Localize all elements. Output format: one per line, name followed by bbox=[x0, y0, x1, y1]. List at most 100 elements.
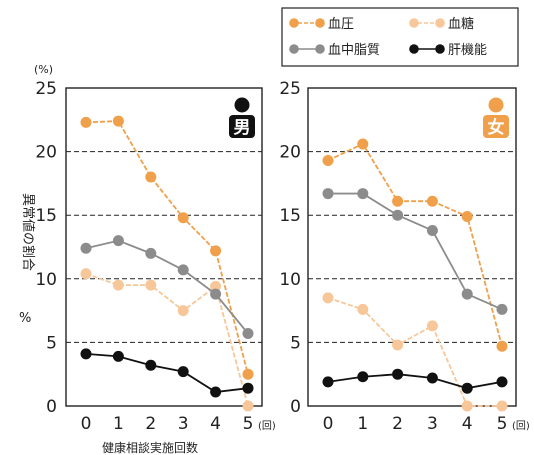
series-line-lipid bbox=[85, 239, 249, 335]
data-point-liver bbox=[461, 382, 473, 394]
data-point-sugar bbox=[322, 292, 334, 304]
data-point-lipid bbox=[112, 235, 124, 247]
legend-label-sugar: 血糖 bbox=[448, 16, 474, 32]
badge-body-icon bbox=[483, 115, 509, 138]
legend-label-bp: 血圧 bbox=[328, 17, 354, 32]
series-line-sugar bbox=[85, 272, 249, 407]
data-point-bp bbox=[461, 210, 473, 222]
data-point-bp bbox=[357, 138, 369, 150]
y-axis-title-text: 異常値の割合 bbox=[20, 193, 36, 271]
panel-male: 0 5 10 15 20 25 0 1 2 3 4 5 (回) 男 bbox=[35, 79, 276, 434]
legend-label-liver: 肝機能 bbox=[448, 43, 487, 58]
y-tick-label: 0 bbox=[290, 397, 301, 417]
legend-label-lipid: 血中脂質 bbox=[328, 43, 380, 58]
x-tick-label: 5 bbox=[243, 414, 254, 434]
x-tick-label: 4 bbox=[210, 414, 221, 434]
y-tick-label: 5 bbox=[290, 333, 301, 353]
x-tick-label: 0 bbox=[81, 414, 92, 434]
x-tick-label: 3 bbox=[178, 414, 189, 434]
y-unit-label: (%) bbox=[34, 63, 53, 76]
data-point-lipid bbox=[145, 247, 157, 259]
data-point-lipid bbox=[357, 188, 369, 200]
legend-frame bbox=[281, 7, 519, 67]
badge-body-icon bbox=[229, 115, 255, 138]
y-axis-unit-percent: % bbox=[19, 311, 31, 326]
y-tick-label: 25 bbox=[279, 79, 301, 99]
data-point-liver bbox=[392, 368, 404, 380]
data-point-lipid bbox=[210, 288, 222, 300]
data-point-bp bbox=[112, 115, 124, 127]
legend-marker-liver-end bbox=[435, 44, 445, 54]
data-point-sugar bbox=[496, 400, 508, 412]
data-point-liver bbox=[145, 359, 157, 371]
y-tick-label: 15 bbox=[279, 206, 301, 226]
data-point-sugar bbox=[242, 400, 254, 412]
y-tick-label: 25 bbox=[35, 79, 57, 99]
data-point-lipid bbox=[177, 264, 189, 276]
data-point-liver bbox=[496, 376, 508, 388]
series-line-sugar bbox=[327, 297, 502, 407]
gender-badge-label: 男 bbox=[234, 118, 251, 138]
data-point-sugar bbox=[145, 279, 157, 291]
data-point-liver bbox=[210, 386, 222, 398]
y-tick-label: 0 bbox=[46, 397, 57, 417]
data-point-bp bbox=[80, 116, 92, 128]
y-axis-title: 異常値の割合 bbox=[20, 193, 36, 271]
data-point-bp bbox=[392, 195, 404, 207]
data-point-sugar bbox=[357, 303, 369, 315]
data-point-lipid bbox=[426, 224, 438, 236]
data-point-sugar bbox=[210, 280, 222, 292]
data-point-bp bbox=[145, 171, 157, 183]
data-point-sugar bbox=[80, 268, 92, 280]
legend-marker-lipid-end bbox=[315, 44, 325, 54]
data-point-lipid bbox=[80, 242, 92, 254]
series-line-liver bbox=[327, 373, 503, 390]
badge-head-icon bbox=[488, 97, 504, 113]
data-point-bp bbox=[210, 245, 222, 257]
data-point-liver bbox=[242, 382, 254, 394]
x-tick-label: 0 bbox=[323, 414, 334, 434]
x-tick-label: 5 bbox=[497, 414, 508, 434]
y-tick-label: 5 bbox=[46, 333, 57, 353]
data-point-liver bbox=[80, 348, 92, 360]
x-unit-label: (回) bbox=[512, 420, 530, 432]
series-line-lipid bbox=[328, 192, 503, 311]
x-tick-label: 2 bbox=[145, 414, 156, 434]
data-point-sugar bbox=[112, 279, 124, 291]
data-point-bp bbox=[496, 340, 508, 352]
data-point-bp bbox=[242, 368, 254, 380]
y-tick-label: 10 bbox=[279, 270, 301, 290]
data-point-lipid bbox=[496, 303, 508, 315]
data-point-lipid bbox=[461, 288, 473, 300]
x-tick-label: 1 bbox=[357, 414, 368, 434]
x-unit-label: (回) bbox=[258, 420, 276, 432]
legend-marker-sugar-end bbox=[435, 18, 445, 28]
x-tick-label: 3 bbox=[427, 414, 438, 434]
data-point-liver bbox=[177, 366, 189, 378]
y-tick-label: 15 bbox=[35, 206, 57, 226]
badge-head-icon bbox=[234, 97, 250, 113]
data-point-sugar bbox=[392, 339, 404, 351]
data-point-lipid bbox=[392, 209, 404, 221]
data-point-liver bbox=[357, 371, 369, 383]
data-point-lipid bbox=[322, 188, 334, 200]
data-point-liver bbox=[322, 376, 334, 388]
legend-marker-lipid bbox=[289, 44, 299, 54]
y-tick-label: 10 bbox=[35, 270, 57, 290]
x-tick-label: 2 bbox=[392, 414, 403, 434]
legend-marker-sugar bbox=[409, 18, 419, 28]
data-point-lipid bbox=[242, 327, 254, 339]
data-point-bp bbox=[322, 155, 334, 167]
legend-marker-liver bbox=[409, 44, 419, 54]
plot-area-0 bbox=[65, 87, 263, 407]
data-point-liver bbox=[112, 350, 124, 362]
x-tick-label: 4 bbox=[462, 414, 473, 434]
series-line-bp bbox=[327, 142, 503, 347]
y-tick-label: 20 bbox=[279, 143, 301, 163]
plot-area-1 bbox=[307, 87, 517, 407]
gender-badge-label: 女 bbox=[488, 117, 505, 138]
data-point-sugar bbox=[426, 320, 438, 332]
series-line-bp bbox=[85, 120, 249, 375]
